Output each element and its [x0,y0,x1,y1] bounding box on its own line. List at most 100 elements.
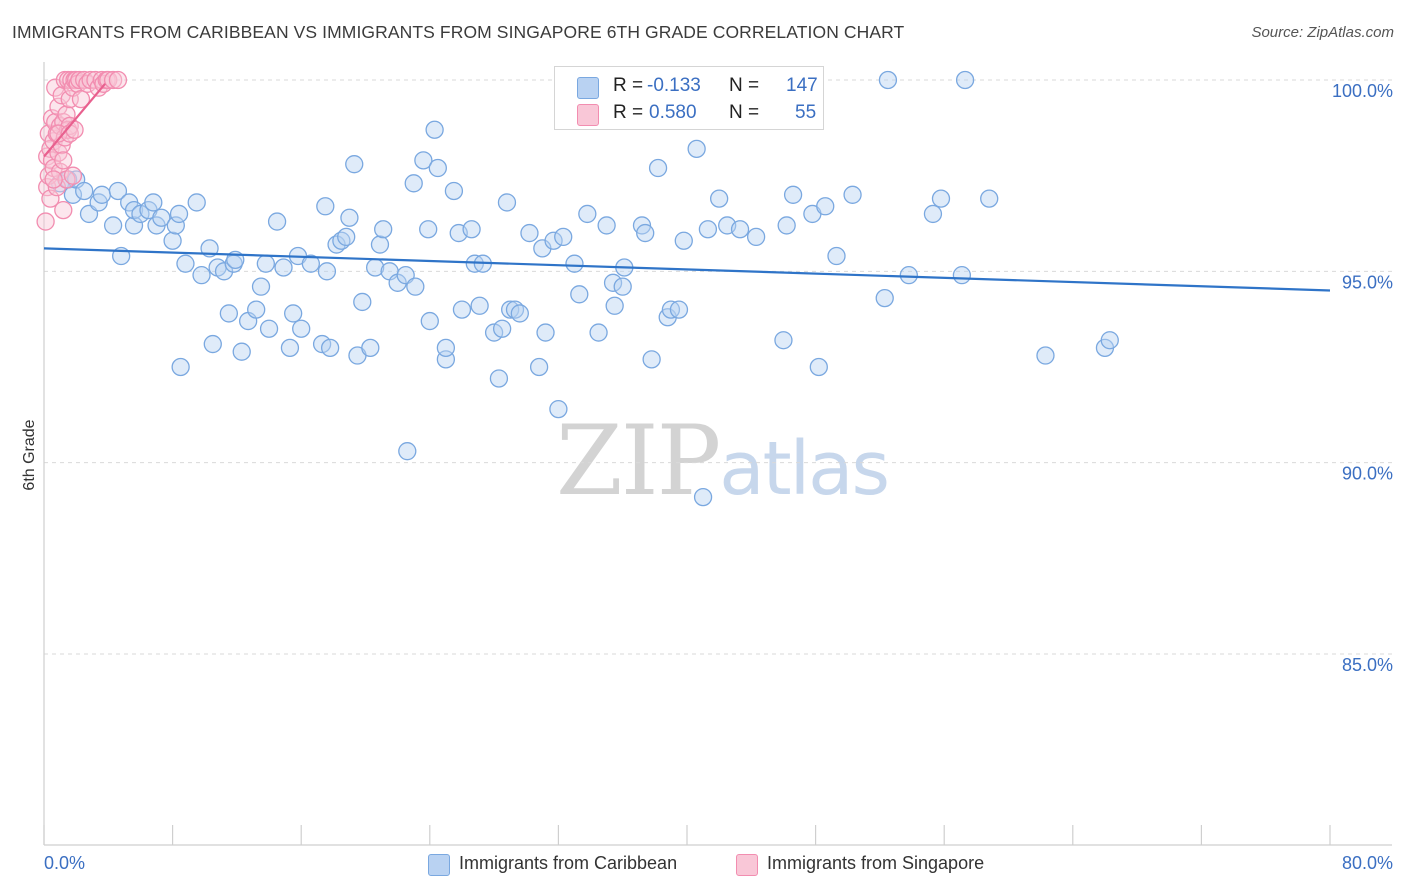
caribbean-point [462,220,481,239]
caribbean-point [176,254,195,273]
caribbean-point [92,185,112,204]
caribbean-point [554,227,573,247]
caribbean-point [284,304,303,323]
series-label-singapore: Immigrants from Singapore [767,853,985,873]
caribbean-point [497,193,517,212]
caribbean-point [827,246,846,266]
caribbean-point [489,369,509,388]
caribbean-point [529,357,549,377]
singapore-point [103,70,123,90]
caribbean-point [710,189,729,208]
caribbean-point [406,277,425,296]
caribbean-point [267,212,287,231]
caribbean-point [597,216,616,235]
series-swatch-caribbean [428,854,450,876]
singapore-trendline [43,83,106,158]
y-tick-label: 85.0% [1342,655,1393,675]
series-swatch-singapore [736,854,758,876]
caribbean-point [783,185,803,204]
caribbean-point [669,300,689,319]
caribbean-point [952,266,972,285]
caribbean-point [774,331,793,350]
caribbean-point [648,158,668,178]
caribbean-point [980,189,999,208]
caribbean-point [103,216,123,235]
caribbean-point [549,399,568,419]
caribbean-point [1100,331,1119,350]
caribbean-point [419,220,438,239]
legend-n-label: N = [729,102,760,123]
caribbean-point [425,120,444,139]
caribbean-point [875,288,894,308]
legend-n-label: N = [729,75,760,96]
caribbean-point [589,323,608,342]
caribbean-point [187,193,206,212]
legend-n-value: 55 [795,102,817,123]
caribbean-point [687,139,706,159]
caribbean-point [492,319,512,338]
caribbean-point [420,311,439,331]
caribbean-trendline [43,247,1331,292]
caribbean-point [444,181,464,201]
legend-swatch-caribbean [577,77,599,99]
chart-title: IMMIGRANTS FROM CARIBBEAN VS IMMIGRANTS … [12,22,905,42]
caribbean-point [777,216,796,235]
caribbean-point [398,442,417,461]
caribbean-point [166,216,185,235]
caribbean-point [280,338,300,358]
caribbean-point [192,266,211,285]
caribbean-point [370,235,390,254]
caribbean-point [316,197,335,216]
singapore-point [54,200,73,220]
watermark: ZIPatlas [556,405,890,517]
singapore-point [65,120,84,139]
caribbean-point [361,338,380,358]
legend-r-value: 0.580 [649,102,697,123]
caribbean-point [247,300,266,319]
caribbean-point [63,185,83,204]
caribbean-point [337,227,356,247]
caribbean-point [108,181,128,201]
caribbean-point [404,174,423,193]
caribbean-point [171,357,190,377]
singapore-point [63,166,83,185]
legend-r-label: R = [613,102,644,123]
singapore-point [41,189,60,208]
caribbean-point [274,258,293,277]
caribbean-point [292,319,311,338]
caribbean-point [251,277,271,296]
caribbean-point [698,220,718,239]
caribbean-point [436,338,456,358]
caribbean-point [259,319,279,338]
caribbean-point [730,220,750,239]
caribbean-point [501,300,520,319]
caribbean-point [219,304,239,323]
series-label-caribbean: Immigrants from Caribbean [459,853,678,873]
caribbean-point [510,304,529,323]
caribbean-point [320,338,340,358]
caribbean-point [214,262,234,281]
caribbean-point [340,208,359,227]
source-label: Source: ZipAtlas.com [1251,24,1394,41]
singapore-point [57,105,76,124]
caribbean-point [124,216,144,235]
legend-swatch-singapore [577,104,599,126]
caribbean-point [603,273,623,292]
caribbean-point [163,231,182,250]
legend-n-value: 147 [786,75,818,96]
caribbean-point [144,193,163,212]
caribbean-point [1036,346,1055,365]
legend-r-label: R = [613,75,644,96]
caribbean-point [636,223,655,243]
caribbean-point [816,197,835,216]
caribbean-point [301,254,320,273]
caribbean-point [203,334,222,354]
caribbean-point [923,204,943,224]
singapore-point [71,89,91,109]
caribbean-point [674,231,693,250]
caribbean-point [613,277,632,296]
caribbean-point [75,181,94,201]
caribbean-point [345,155,364,174]
caribbean-point [256,254,275,273]
